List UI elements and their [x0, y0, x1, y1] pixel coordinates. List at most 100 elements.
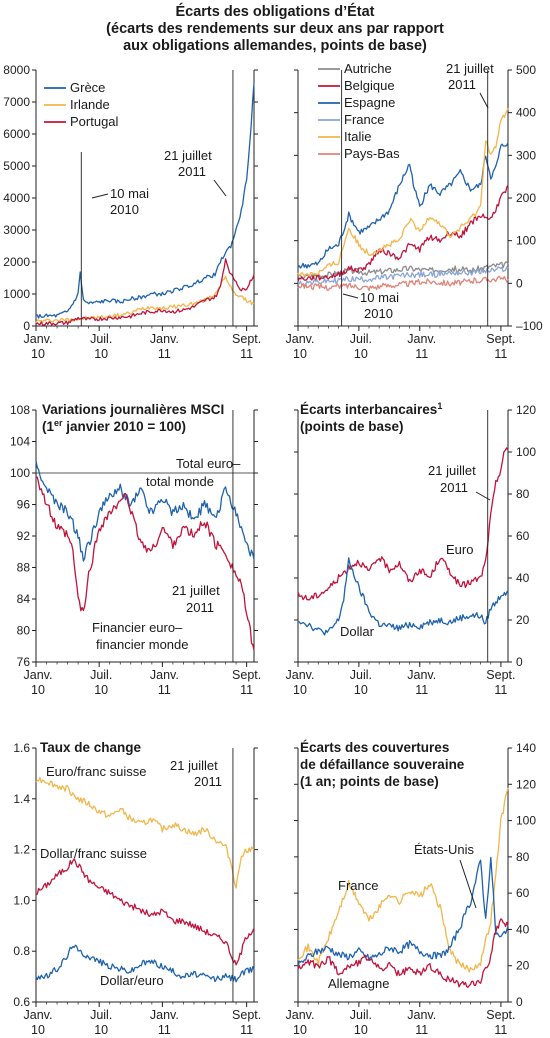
series-label: Dollar/franc suisse [40, 846, 147, 861]
y-tick-label: 20 [516, 959, 530, 973]
y-tick-label: 1.2 [13, 843, 30, 857]
series-line-blue [35, 460, 255, 562]
x-tick-label-year: 11 [415, 683, 428, 697]
x-tick-label-month: Sept. [232, 332, 261, 346]
annotation-pointer [213, 179, 227, 197]
title-superscript: 1 [437, 401, 442, 411]
series-line-blue [35, 82, 255, 319]
panel-title: Taux de change [40, 740, 142, 755]
y-tick-label: 500 [516, 63, 536, 77]
series-line-yellow [297, 108, 509, 277]
series-label: Euro [446, 542, 473, 557]
series-line-red [297, 447, 509, 601]
series-line-light_blue [297, 266, 509, 287]
series-line-red [35, 858, 255, 966]
x-tick-label-year: 11 [158, 683, 171, 697]
x-tick-label-year: 11 [415, 347, 428, 361]
x-tick-label-month: Janv. [24, 1008, 53, 1022]
y-tick-label: 100 [516, 234, 536, 248]
x-tick-label-month: Janv. [286, 1008, 315, 1022]
subtitle-part: janvier 2010 = 100) [63, 419, 186, 434]
series-label: Dollar/euro [100, 973, 164, 988]
x-tick-label-month: Janv. [24, 332, 53, 346]
x-tick-label-year: 10 [354, 683, 368, 697]
legend-entry: Espagne [344, 95, 395, 110]
y-tick-label: 40 [516, 571, 530, 585]
x-tick-label-month: Juil. [90, 332, 112, 346]
panel-greece-ireland-portugal: 010002000300040005000600070008000Janv.10… [3, 63, 261, 361]
y-tick-label: 104 [10, 435, 30, 449]
x-tick-label-month: Juil. [90, 668, 112, 682]
x-tick-label-month: Juil. [350, 1008, 372, 1022]
y-tick-label: 100 [516, 814, 536, 828]
series-label: Total euro– [176, 456, 241, 471]
annotation-pointer [459, 859, 477, 909]
y-tick-label: 400 [516, 106, 536, 120]
x-tick-label-month: Janv. [407, 332, 436, 346]
series-line-red [35, 258, 255, 326]
y-tick-label: 100 [10, 466, 30, 480]
annotation-label: 21 juillet [428, 463, 476, 478]
annotation-label: 21 juillet [164, 148, 212, 163]
legend-entry: Italie [344, 129, 371, 144]
x-tick-label-month: Janv. [24, 668, 53, 682]
x-tick-label-month: Sept. [232, 668, 261, 682]
annotation-label: 2011 [194, 774, 222, 789]
legend-entry: Pays-Bas [344, 146, 400, 161]
x-tick-label-month: Sept. [486, 332, 515, 346]
y-tick-label: 0.8 [13, 944, 30, 958]
y-tick-label: 2000 [3, 255, 30, 269]
y-tick-label: 80 [516, 487, 530, 501]
x-tick-label-month: Janv. [150, 668, 179, 682]
annotation-label: 2011 [178, 164, 206, 179]
x-tick-label-year: 11 [240, 1023, 253, 1037]
annotation-pointer [479, 92, 489, 109]
y-tick-label: 0 [516, 276, 523, 290]
x-tick-label-year: 10 [31, 1023, 45, 1037]
y-tick-label: 140 [516, 741, 536, 755]
x-tick-label-month: Janv. [150, 1008, 179, 1022]
annotation-label: 21 juillet [172, 583, 220, 598]
y-tick-label: 200 [516, 191, 536, 205]
x-tick-label-month: Sept. [486, 668, 515, 682]
legend-entry: Grèce [70, 80, 105, 95]
panel-subtitle: de défaillance souveraine [300, 757, 465, 772]
y-tick-label: 40 [516, 922, 530, 936]
series-label: total monde [146, 474, 214, 489]
annotation-label: 21 juillet [446, 61, 494, 76]
panel-subtitle: (points de base) [300, 419, 404, 434]
title-part: Écarts interbancaires [300, 402, 437, 417]
subtitle-superscript: er [54, 418, 63, 428]
series-line-blue [297, 142, 509, 269]
series-line-blue [297, 557, 509, 636]
figure-title: Écarts des obligations d’État [175, 4, 375, 20]
y-tick-label: 100 [516, 445, 536, 459]
x-tick-label-month: Sept. [486, 1008, 515, 1022]
series-line-salmon [297, 275, 509, 292]
legend-entry: Autriche [344, 61, 392, 76]
y-tick-label: 80 [516, 850, 530, 864]
series-label: États-Unis [414, 842, 474, 857]
annotation-label: 2011 [186, 600, 214, 615]
series-line-red [35, 475, 255, 651]
y-tick-label: 7000 [3, 95, 30, 109]
series-line-red [297, 918, 509, 988]
x-tick-label-year: 11 [240, 683, 253, 697]
annotation-label: 10 mai [110, 186, 149, 201]
series-line-blue [35, 944, 255, 983]
y-tick-label: 96 [17, 498, 31, 512]
annotation-pointer [91, 193, 109, 199]
annotation-pointer [342, 293, 359, 299]
x-tick-label-year: 11 [494, 347, 507, 361]
y-tick-label: 300 [516, 148, 536, 162]
y-tick-label: 0 [23, 319, 30, 333]
x-tick-label-month: Janv. [286, 332, 315, 346]
legend-entry: France [344, 112, 384, 127]
panel-title: Variations journalières MSCI [42, 402, 224, 417]
y-tick-label: 0 [516, 655, 523, 669]
x-tick-label-year: 11 [494, 683, 507, 697]
annotation-label: 10 mai [360, 290, 399, 305]
annotation-pointer [475, 491, 491, 501]
series-line-yellow [35, 776, 255, 889]
y-tick-label: –100 [516, 319, 543, 333]
